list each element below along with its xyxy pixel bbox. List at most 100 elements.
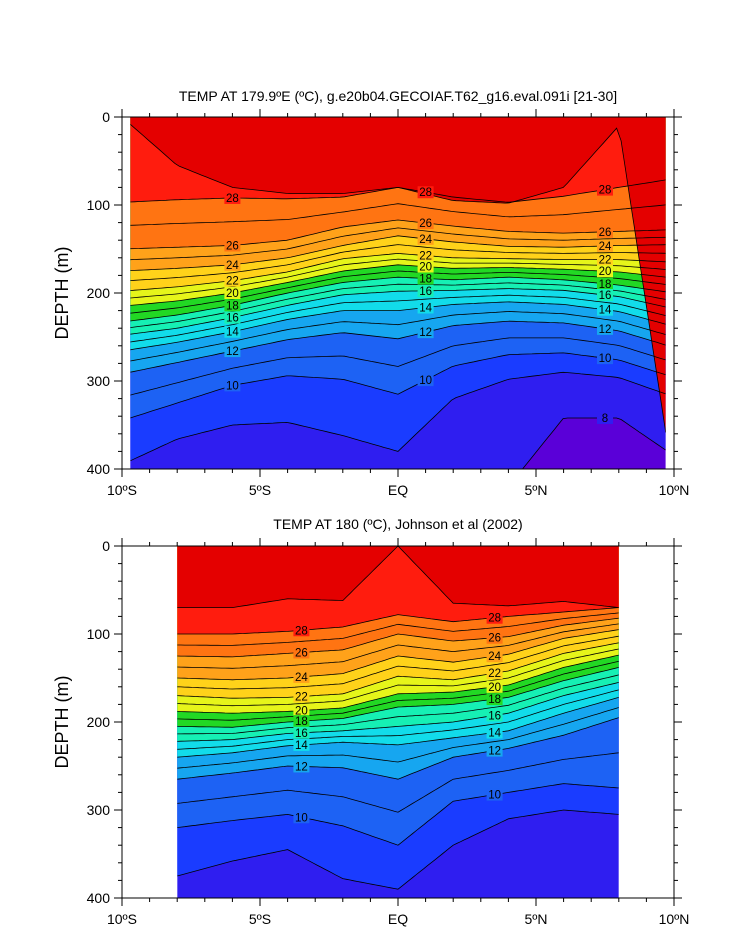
isotherm-line: [130, 301, 666, 351]
contour-label: 10: [226, 380, 239, 392]
isotherm-line: [177, 629, 619, 681]
contour-label-bg: [486, 726, 503, 739]
isotherm-line: [177, 617, 619, 658]
contour-label: 18: [488, 694, 501, 706]
contour-label: 18: [599, 279, 612, 291]
contour-label: 22: [488, 668, 501, 680]
contour-label-bg: [417, 260, 434, 273]
contour-label-bg: [224, 239, 241, 252]
contour-label: 24: [295, 672, 308, 684]
isotherm-line: [177, 607, 619, 635]
contour-label: 14: [488, 728, 501, 740]
contour-label-bg: [597, 183, 613, 196]
y-tick-label: 0: [102, 109, 110, 125]
contour-label: 18: [226, 300, 239, 312]
isotherm-line: [130, 252, 666, 291]
isotherm-line: [130, 270, 666, 314]
contour-label: 14: [419, 303, 432, 315]
isotherm-line: [130, 219, 666, 250]
contour-label: 14: [295, 740, 308, 752]
contour-label: 24: [419, 234, 432, 246]
isotherm-line: [177, 689, 619, 750]
contour-label-bg: [293, 624, 310, 637]
contour-label: 24: [599, 241, 612, 253]
x-tick-label: 5ºS: [249, 911, 271, 927]
isotherm-line: [130, 294, 666, 343]
contour-label-bg: [597, 288, 613, 301]
contour-label: 28: [599, 185, 612, 197]
contour-label-bg: [224, 379, 241, 392]
contour-label-bg: [597, 239, 613, 252]
contour-label: 22: [419, 251, 432, 263]
contour-label-bg: [417, 326, 434, 339]
contour-label: 10: [295, 812, 308, 824]
contour-label-bg: [486, 631, 503, 644]
isotherm-line: [130, 282, 666, 328]
contour-label: 26: [295, 647, 308, 659]
contour-label: 16: [488, 710, 501, 722]
contour-label-bg: [224, 299, 241, 312]
contour-label-bg: [597, 303, 613, 316]
contour-label-bg: [597, 253, 613, 266]
isotherm-line: [130, 244, 666, 281]
contour-label: 26: [488, 633, 501, 645]
contour-label-bg: [293, 690, 310, 703]
isotherm-line: [177, 612, 619, 646]
contour-label-bg: [293, 738, 310, 751]
x-tick-label: 10ºN: [659, 482, 690, 498]
contour-label-bg: [224, 325, 241, 338]
isotherm-line: [177, 809, 619, 890]
isotherm-line: [130, 311, 666, 362]
isotherm-line: [177, 707, 619, 769]
isotherm-line: [177, 674, 619, 735]
contour-label-bg: [224, 287, 241, 299]
x-tick-label: 5ºN: [524, 482, 547, 498]
contour-label: 14: [599, 305, 612, 317]
isotherm-line: [177, 546, 619, 608]
y-tick-label: 100: [87, 197, 111, 213]
contour-label-bg: [597, 277, 613, 290]
contour-label: 16: [295, 728, 308, 740]
contour-label: 22: [599, 255, 612, 267]
contour-label: 12: [488, 746, 501, 758]
contour-label: 14: [226, 327, 239, 339]
contour-label: 20: [599, 266, 612, 278]
contour-label-bg: [486, 667, 503, 680]
contour-label-bg: [417, 272, 434, 285]
contour-label: 12: [295, 761, 308, 773]
x-tick-label: 5ºS: [249, 482, 271, 498]
isotherm-line: [130, 235, 666, 271]
contour-label-bg: [417, 249, 434, 262]
contour-label: 28: [295, 625, 308, 637]
contour-label-bg: [486, 744, 503, 757]
contour-label-bg: [486, 650, 503, 663]
isotherm-line: [130, 288, 666, 335]
contour-label-bg: [486, 788, 503, 801]
contour-label-bg: [417, 217, 434, 230]
contour-label: 18: [295, 716, 308, 728]
isotherm-line: [130, 337, 666, 396]
chart-title: TEMP AT 180 (ºC), Johnson et al (2002): [273, 516, 522, 532]
contour-label: 28: [226, 193, 239, 205]
contour-label: 20: [226, 288, 239, 300]
contour-label-bg: [293, 760, 310, 773]
contour-label: 10: [488, 790, 501, 802]
contour-label: 16: [599, 290, 612, 302]
chart-panel: 2828262624242222202018181616141412121010…: [52, 516, 689, 927]
contour-label: 20: [419, 262, 432, 274]
contour-label: 20: [295, 706, 308, 718]
contour-label-bg: [597, 352, 613, 365]
contour-label-bg: [293, 646, 310, 659]
contour-label-bg: [597, 411, 613, 424]
isotherm-line: [130, 320, 666, 373]
isotherm-line: [130, 264, 666, 306]
contour-label-bg: [224, 311, 241, 324]
isotherm-line: [130, 371, 666, 462]
y-tick-label: 400: [87, 890, 111, 906]
contour-label: 12: [226, 346, 239, 358]
x-tick-label: 10ºS: [107, 911, 137, 927]
isotherm-line: [177, 682, 619, 742]
temperature-band: [130, 117, 666, 433]
contour-label-bg: [224, 191, 241, 204]
